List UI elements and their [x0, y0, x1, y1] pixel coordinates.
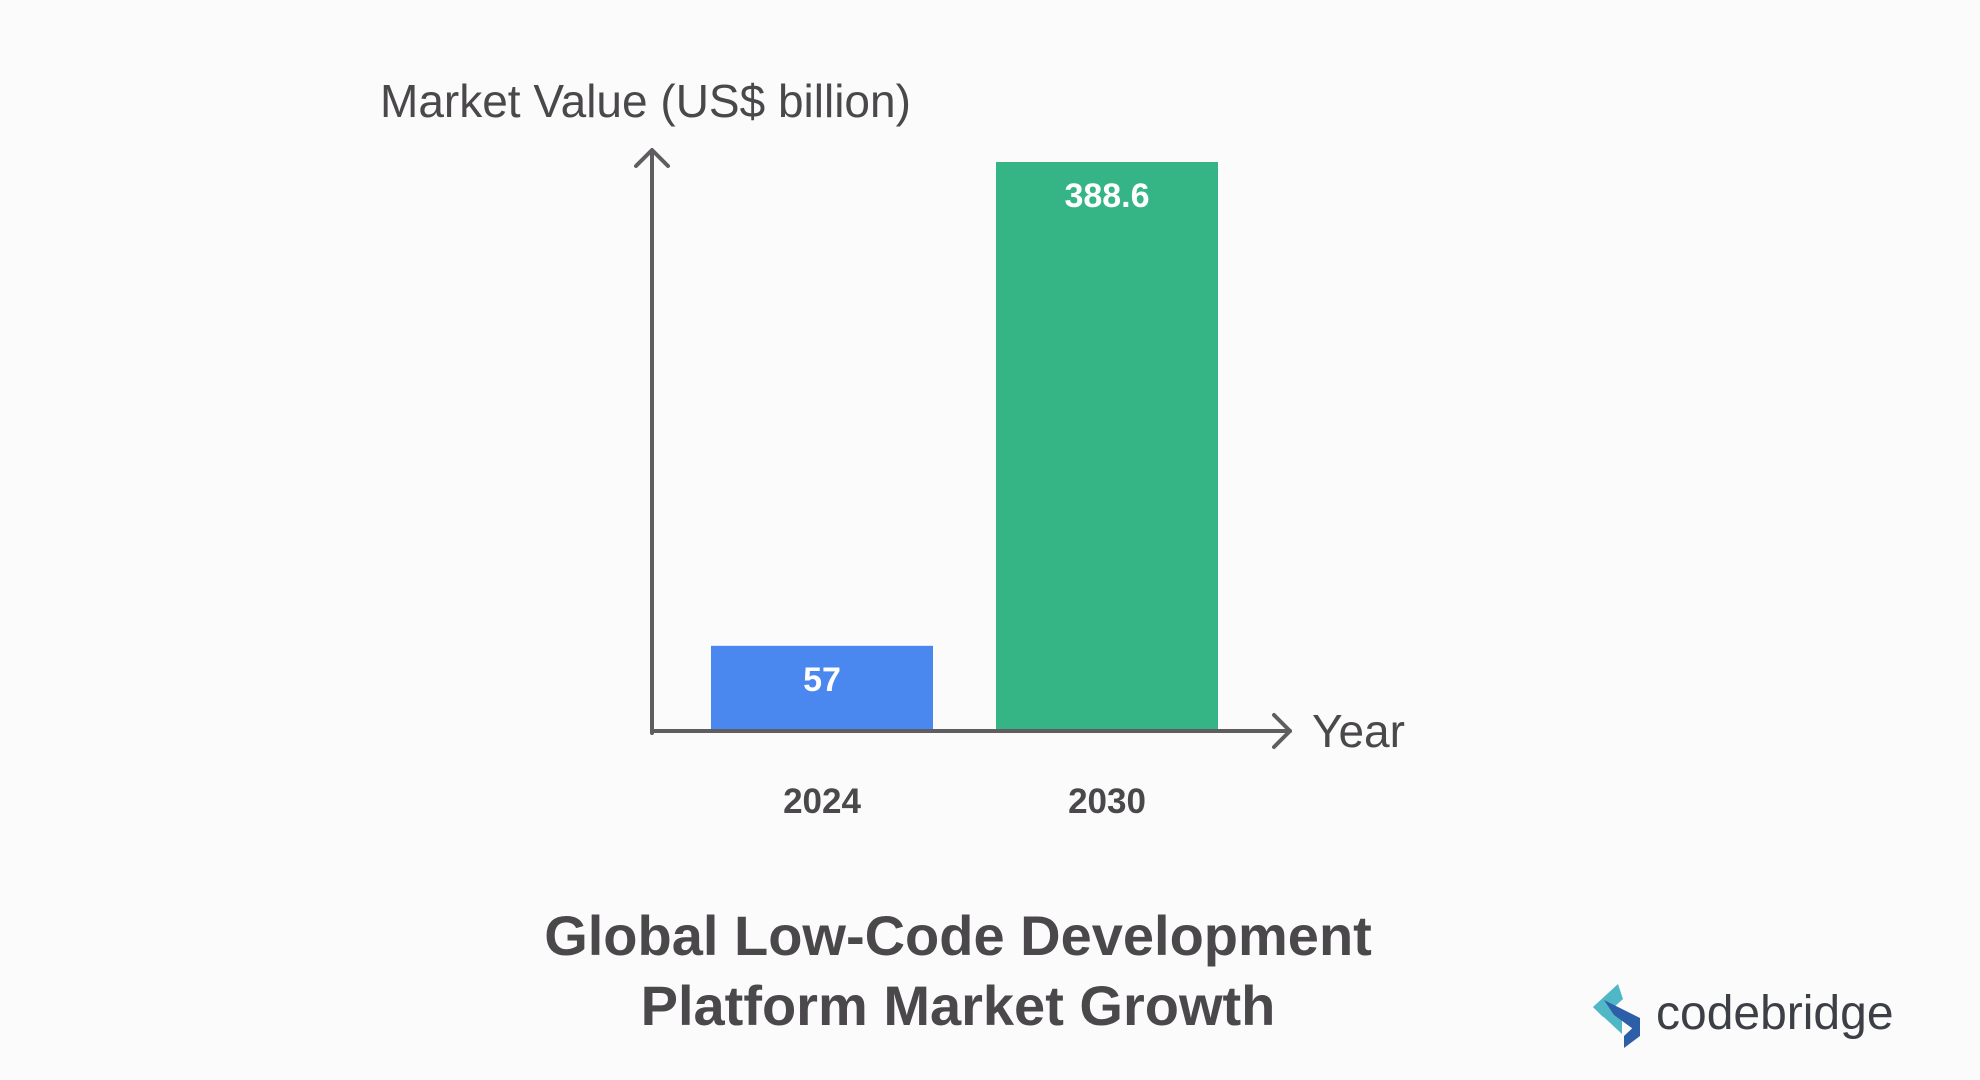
codebridge-logo-icon	[1593, 984, 1640, 1048]
chart-title-line-1: Global Low-Code Development	[544, 904, 1372, 967]
chart-title-line-2: Platform Market Growth	[641, 974, 1276, 1037]
brand-logo: codebridge	[1593, 984, 1894, 1048]
brand-name: codebridge	[1656, 987, 1894, 1040]
x-tick-label-2024: 2024	[783, 782, 861, 821]
x-tick-label-2030: 2030	[1068, 782, 1146, 821]
x-axis-arrow	[1272, 713, 1292, 749]
bar-2024	[711, 645, 933, 729]
data-label-2030: 388.6	[1064, 177, 1149, 215]
x-axis-title: Year	[1312, 705, 1405, 757]
data-label-2024: 57	[803, 661, 841, 699]
y-axis-title: Market Value (US$ billion)	[380, 75, 911, 127]
bar-2030	[996, 162, 1218, 729]
bars-group: 57 2024 388.6 2030	[711, 162, 1218, 821]
y-axis-arrow	[634, 148, 670, 168]
